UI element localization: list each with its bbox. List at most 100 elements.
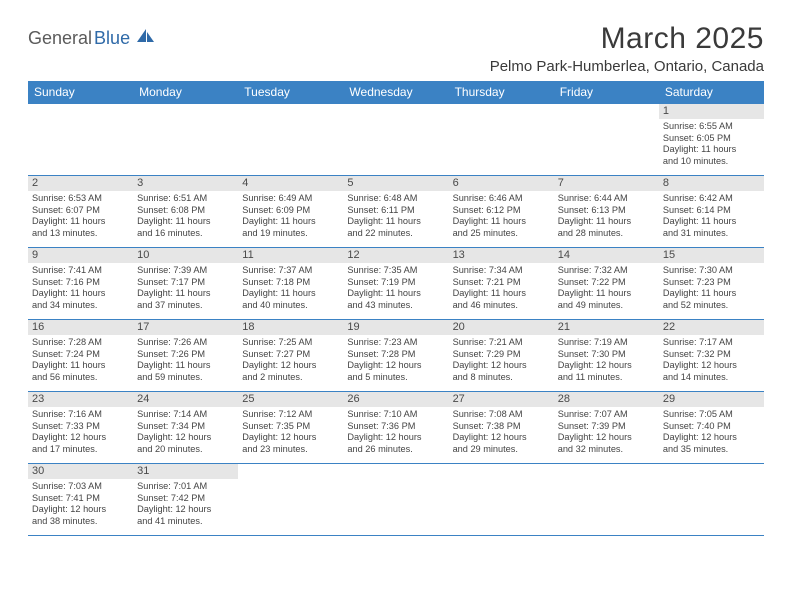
calendar-day-cell: 30Sunrise: 7:03 AMSunset: 7:41 PMDayligh… — [28, 464, 133, 536]
day-number: 24 — [133, 392, 238, 407]
calendar-day-cell: 20Sunrise: 7:21 AMSunset: 7:29 PMDayligh… — [449, 320, 554, 392]
day-number: 1 — [659, 104, 764, 119]
sunset-line: Sunset: 7:33 PM — [32, 421, 129, 433]
header: GeneralBlue March 2025 Pelmo Park-Humber… — [28, 22, 764, 75]
calendar-week-row: 9Sunrise: 7:41 AMSunset: 7:16 PMDaylight… — [28, 248, 764, 320]
day-details: Sunrise: 7:34 AMSunset: 7:21 PMDaylight:… — [449, 263, 554, 314]
calendar-week-row: 16Sunrise: 7:28 AMSunset: 7:24 PMDayligh… — [28, 320, 764, 392]
sunset-line: Sunset: 7:39 PM — [558, 421, 655, 433]
calendar-day-cell: 9Sunrise: 7:41 AMSunset: 7:16 PMDaylight… — [28, 248, 133, 320]
day-details: Sunrise: 6:55 AMSunset: 6:05 PMDaylight:… — [659, 119, 764, 170]
calendar-day-cell: 21Sunrise: 7:19 AMSunset: 7:30 PMDayligh… — [554, 320, 659, 392]
day-number-blank — [659, 464, 764, 478]
sunrise-line: Sunrise: 7:07 AM — [558, 409, 655, 421]
day-details: Sunrise: 7:30 AMSunset: 7:23 PMDaylight:… — [659, 263, 764, 314]
day-number-blank — [28, 104, 133, 118]
calendar-day-cell: 1Sunrise: 6:55 AMSunset: 6:05 PMDaylight… — [659, 104, 764, 176]
sunrise-line: Sunrise: 7:12 AM — [242, 409, 339, 421]
calendar-day-cell: 17Sunrise: 7:26 AMSunset: 7:26 PMDayligh… — [133, 320, 238, 392]
day-details: Sunrise: 7:21 AMSunset: 7:29 PMDaylight:… — [449, 335, 554, 386]
day-number: 21 — [554, 320, 659, 335]
day-number: 13 — [449, 248, 554, 263]
day-number: 25 — [238, 392, 343, 407]
day-number: 4 — [238, 176, 343, 191]
day-header: Wednesday — [343, 81, 448, 104]
calendar-day-cell: 4 Sunrise: 6:49 AMSunset: 6:09 PMDaylight… — [238, 176, 343, 248]
day-number: 29 — [659, 392, 764, 407]
dl2-line: and 46 minutes. — [453, 300, 550, 312]
calendar-day-cell: 11Sunrise: 7:37 AMSunset: 7:18 PMDayligh… — [238, 248, 343, 320]
dl1-line: Daylight: 11 hours — [242, 216, 339, 228]
calendar-day-cell: 23Sunrise: 7:16 AMSunset: 7:33 PMDayligh… — [28, 392, 133, 464]
calendar-head: SundayMondayTuesdayWednesdayThursdayFrid… — [28, 81, 764, 104]
day-header: Tuesday — [238, 81, 343, 104]
day-details: Sunrise: 7:16 AMSunset: 7:33 PMDaylight:… — [28, 407, 133, 458]
calendar-day-cell — [133, 104, 238, 176]
sunset-line: Sunset: 6:14 PM — [663, 205, 760, 217]
brand-part1: General — [28, 28, 92, 49]
day-details: Sunrise: 7:25 AMSunset: 7:27 PMDaylight:… — [238, 335, 343, 386]
day-details: Sunrise: 7:01 AMSunset: 7:42 PMDaylight:… — [133, 479, 238, 530]
dl2-line: and 14 minutes. — [663, 372, 760, 384]
day-number: 7 — [554, 176, 659, 191]
day-number: 26 — [343, 392, 448, 407]
calendar-day-cell: 2Sunrise: 6:53 AMSunset: 6:07 PMDaylight… — [28, 176, 133, 248]
dl1-line: Daylight: 12 hours — [663, 360, 760, 372]
calendar-day-cell: 6Sunrise: 6:46 AMSunset: 6:12 PMDaylight… — [449, 176, 554, 248]
day-number-blank — [238, 104, 343, 118]
sunrise-line: Sunrise: 7:05 AM — [663, 409, 760, 421]
dl1-line: Daylight: 11 hours — [453, 288, 550, 300]
dl1-line: Daylight: 11 hours — [137, 360, 234, 372]
sunset-line: Sunset: 7:41 PM — [32, 493, 129, 505]
sunrise-line: Sunrise: 7:35 AM — [347, 265, 444, 277]
calendar-day-cell: 7Sunrise: 6:44 AMSunset: 6:13 PMDaylight… — [554, 176, 659, 248]
day-number: 5 — [343, 176, 448, 191]
sunrise-line: Sunrise: 7:32 AM — [558, 265, 655, 277]
dl1-line: Daylight: 12 hours — [347, 360, 444, 372]
calendar-day-cell: 5Sunrise: 6:48 AMSunset: 6:11 PMDaylight… — [343, 176, 448, 248]
dl1-line: Daylight: 12 hours — [453, 360, 550, 372]
dl1-line: Daylight: 11 hours — [558, 288, 655, 300]
calendar-week-row: 1Sunrise: 6:55 AMSunset: 6:05 PMDaylight… — [28, 104, 764, 176]
day-details: Sunrise: 6:48 AMSunset: 6:11 PMDaylight:… — [343, 191, 448, 242]
sunrise-line: Sunrise: 7:25 AM — [242, 337, 339, 349]
day-details: Sunrise: 7:37 AMSunset: 7:18 PMDaylight:… — [238, 263, 343, 314]
day-details: Sunrise: 7:28 AMSunset: 7:24 PMDaylight:… — [28, 335, 133, 386]
sunset-line: Sunset: 6:09 PM — [242, 205, 339, 217]
day-details: Sunrise: 7:32 AMSunset: 7:22 PMDaylight:… — [554, 263, 659, 314]
sunset-line: Sunset: 7:38 PM — [453, 421, 550, 433]
day-number-blank — [554, 104, 659, 118]
day-details: Sunrise: 6:53 AMSunset: 6:07 PMDaylight:… — [28, 191, 133, 242]
day-header: Saturday — [659, 81, 764, 104]
location-text: Pelmo Park-Humberlea, Ontario, Canada — [490, 58, 764, 75]
day-details: Sunrise: 7:10 AMSunset: 7:36 PMDaylight:… — [343, 407, 448, 458]
sunset-line: Sunset: 6:05 PM — [663, 133, 760, 145]
sunrise-line: Sunrise: 6:49 AM — [242, 193, 339, 205]
day-details: Sunrise: 7:08 AMSunset: 7:38 PMDaylight:… — [449, 407, 554, 458]
day-details: Sunrise: 7:14 AMSunset: 7:34 PMDaylight:… — [133, 407, 238, 458]
day-details: Sunrise: 7:17 AMSunset: 7:32 PMDaylight:… — [659, 335, 764, 386]
dl2-line: and 22 minutes. — [347, 228, 444, 240]
day-number: 27 — [449, 392, 554, 407]
dl1-line: Daylight: 11 hours — [558, 216, 655, 228]
dl2-line: and 34 minutes. — [32, 300, 129, 312]
day-number: 2 — [28, 176, 133, 191]
sunrise-line: Sunrise: 6:42 AM — [663, 193, 760, 205]
day-number-blank — [449, 464, 554, 478]
sunset-line: Sunset: 6:12 PM — [453, 205, 550, 217]
dl1-line: Daylight: 11 hours — [453, 216, 550, 228]
day-header: Friday — [554, 81, 659, 104]
dl1-line: Daylight: 12 hours — [137, 504, 234, 516]
sunrise-line: Sunrise: 7:28 AM — [32, 337, 129, 349]
day-number: 16 — [28, 320, 133, 335]
dl2-line: and 10 minutes. — [663, 156, 760, 168]
day-details: Sunrise: 7:03 AMSunset: 7:41 PMDaylight:… — [28, 479, 133, 530]
dl1-line: Daylight: 12 hours — [558, 432, 655, 444]
dl2-line: and 59 minutes. — [137, 372, 234, 384]
calendar-page: GeneralBlue March 2025 Pelmo Park-Humber… — [0, 0, 792, 546]
day-details: Sunrise: 7:23 AMSunset: 7:28 PMDaylight:… — [343, 335, 448, 386]
dl1-line: Daylight: 12 hours — [453, 432, 550, 444]
dl1-line: Daylight: 11 hours — [32, 216, 129, 228]
calendar-day-cell: 29Sunrise: 7:05 AMSunset: 7:40 PMDayligh… — [659, 392, 764, 464]
sunrise-line: Sunrise: 7:08 AM — [453, 409, 550, 421]
